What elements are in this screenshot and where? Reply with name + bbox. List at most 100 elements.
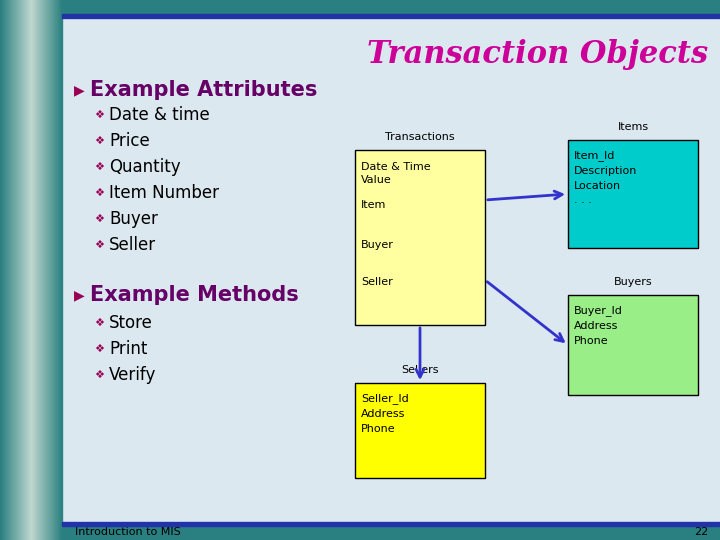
Bar xyxy=(17,0,18,540)
Bar xyxy=(35,0,36,540)
Bar xyxy=(11,0,12,540)
Text: Seller: Seller xyxy=(109,236,156,254)
Bar xyxy=(16,0,17,540)
Bar xyxy=(6,0,7,540)
Bar xyxy=(44,0,45,540)
Bar xyxy=(355,383,485,478)
Bar xyxy=(9,0,10,540)
Bar xyxy=(13,0,14,540)
Bar xyxy=(23,0,24,540)
Bar xyxy=(2,0,3,540)
Bar xyxy=(28,0,29,540)
Text: 22: 22 xyxy=(694,527,708,537)
Text: ❖: ❖ xyxy=(94,370,104,380)
Bar xyxy=(54,0,55,540)
Bar xyxy=(24,0,25,540)
Text: Quantity: Quantity xyxy=(109,158,181,176)
Text: Transactions: Transactions xyxy=(385,132,455,142)
Bar xyxy=(18,0,19,540)
Text: ▶: ▶ xyxy=(74,83,85,97)
Text: ❖: ❖ xyxy=(94,110,104,120)
Text: Sellers: Sellers xyxy=(401,365,438,375)
Bar xyxy=(36,0,37,540)
Bar xyxy=(20,0,21,540)
Bar xyxy=(25,0,26,540)
Bar xyxy=(55,0,56,540)
Text: Buyer: Buyer xyxy=(361,240,394,250)
Bar xyxy=(41,0,42,540)
Text: Items: Items xyxy=(618,122,649,132)
Text: Transaction Objects: Transaction Objects xyxy=(367,39,708,71)
Text: ❖: ❖ xyxy=(94,136,104,146)
Bar xyxy=(8,0,9,540)
Text: Date & Time: Date & Time xyxy=(361,162,431,172)
Bar xyxy=(31,0,32,540)
Bar xyxy=(32,0,33,540)
Bar xyxy=(43,0,44,540)
Text: Buyer: Buyer xyxy=(109,210,158,228)
Bar xyxy=(7,0,8,540)
Bar xyxy=(47,0,48,540)
Bar xyxy=(34,0,35,540)
Bar xyxy=(51,0,52,540)
Bar xyxy=(46,0,47,540)
Text: ❖: ❖ xyxy=(94,214,104,224)
Text: Example Attributes: Example Attributes xyxy=(90,80,318,100)
Bar xyxy=(22,0,23,540)
Bar xyxy=(40,0,41,540)
Text: Verify: Verify xyxy=(109,366,156,384)
Bar xyxy=(61,0,62,540)
Bar xyxy=(56,0,57,540)
Bar xyxy=(1,0,2,540)
Text: ❖: ❖ xyxy=(94,162,104,172)
Bar xyxy=(58,0,59,540)
Bar xyxy=(50,0,51,540)
Bar xyxy=(4,0,5,540)
Bar xyxy=(21,0,22,540)
Bar xyxy=(355,150,485,325)
Bar xyxy=(62,0,720,16)
Text: Example Methods: Example Methods xyxy=(90,285,299,305)
Bar xyxy=(53,0,54,540)
Text: Value: Value xyxy=(361,175,392,185)
Text: Item_Id
Description
Location
. . .: Item_Id Description Location . . . xyxy=(574,150,637,205)
Text: Date & time: Date & time xyxy=(109,106,210,124)
Bar xyxy=(26,0,27,540)
Bar xyxy=(37,0,38,540)
Text: ❖: ❖ xyxy=(94,318,104,328)
Bar xyxy=(12,0,13,540)
Bar xyxy=(33,0,34,540)
Bar xyxy=(39,0,40,540)
Bar xyxy=(59,0,60,540)
Text: Store: Store xyxy=(109,314,153,332)
Text: Price: Price xyxy=(109,132,150,150)
Text: Item Number: Item Number xyxy=(109,184,219,202)
Text: ▶: ▶ xyxy=(74,288,85,302)
Bar xyxy=(62,526,720,540)
Bar xyxy=(60,0,61,540)
Bar xyxy=(48,0,49,540)
Bar xyxy=(62,14,720,18)
Bar xyxy=(49,0,50,540)
Bar xyxy=(568,140,698,248)
Bar xyxy=(62,522,720,526)
Bar xyxy=(45,0,46,540)
Bar xyxy=(568,295,698,395)
Text: ❖: ❖ xyxy=(94,188,104,198)
Bar xyxy=(15,0,16,540)
Text: Buyers: Buyers xyxy=(613,277,652,287)
Bar xyxy=(38,0,39,540)
Bar xyxy=(3,0,4,540)
Text: Seller_Id
Address
Phone: Seller_Id Address Phone xyxy=(361,393,409,434)
Text: ❖: ❖ xyxy=(94,344,104,354)
Bar xyxy=(42,0,43,540)
Text: Buyer_Id
Address
Phone: Buyer_Id Address Phone xyxy=(574,305,623,346)
Bar xyxy=(5,0,6,540)
Text: Item: Item xyxy=(361,200,387,210)
Text: Seller: Seller xyxy=(361,277,392,287)
Bar xyxy=(0,0,1,540)
Text: ❖: ❖ xyxy=(94,240,104,250)
Bar xyxy=(14,0,15,540)
Text: Print: Print xyxy=(109,340,148,358)
Bar xyxy=(10,0,11,540)
